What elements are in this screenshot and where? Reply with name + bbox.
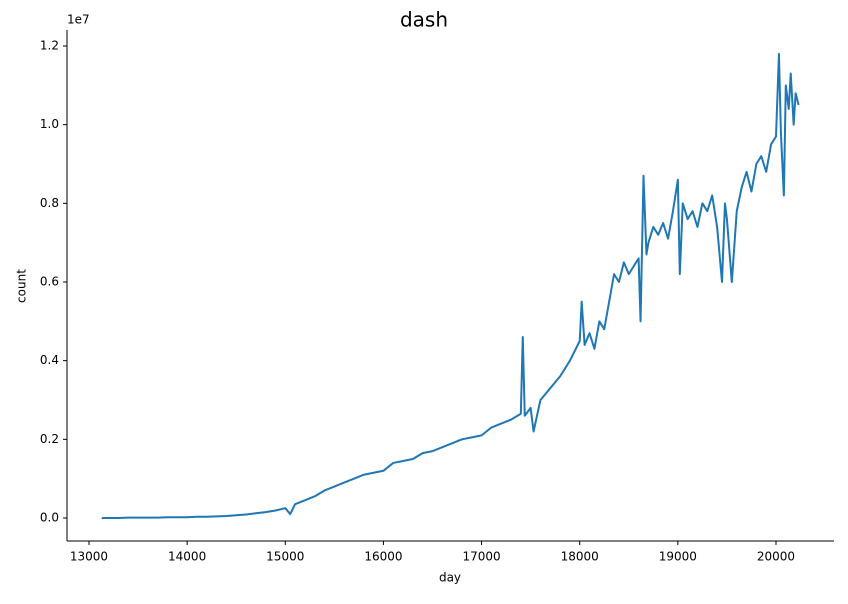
y-axis-label: count (15, 269, 29, 303)
x-tick-label: 17000 (462, 550, 500, 564)
y-offset-label: 1e7 (67, 13, 90, 27)
y-tick-label: 1.0 (40, 117, 59, 131)
y-tick-label: 0.8 (40, 196, 59, 210)
line-series (101, 52, 800, 519)
x-tick-label: 20000 (757, 550, 795, 564)
y-tick-label: 0.2 (40, 432, 59, 446)
x-tick-label: 15000 (266, 550, 304, 564)
y-tick-label: 0.0 (40, 510, 59, 524)
x-axis-label: day (439, 571, 461, 585)
y-tick-label: 0.4 (40, 353, 59, 367)
chart-title: dash (400, 8, 448, 32)
y-tick-label: 1.2 (40, 39, 59, 53)
x-tick-label: 13000 (70, 550, 108, 564)
x-tick-label: 18000 (561, 550, 599, 564)
y-tick-label: 0.6 (40, 274, 59, 288)
x-tick-label: 14000 (168, 550, 206, 564)
x-tick-label: 16000 (364, 550, 402, 564)
x-tick-label: 19000 (659, 550, 697, 564)
